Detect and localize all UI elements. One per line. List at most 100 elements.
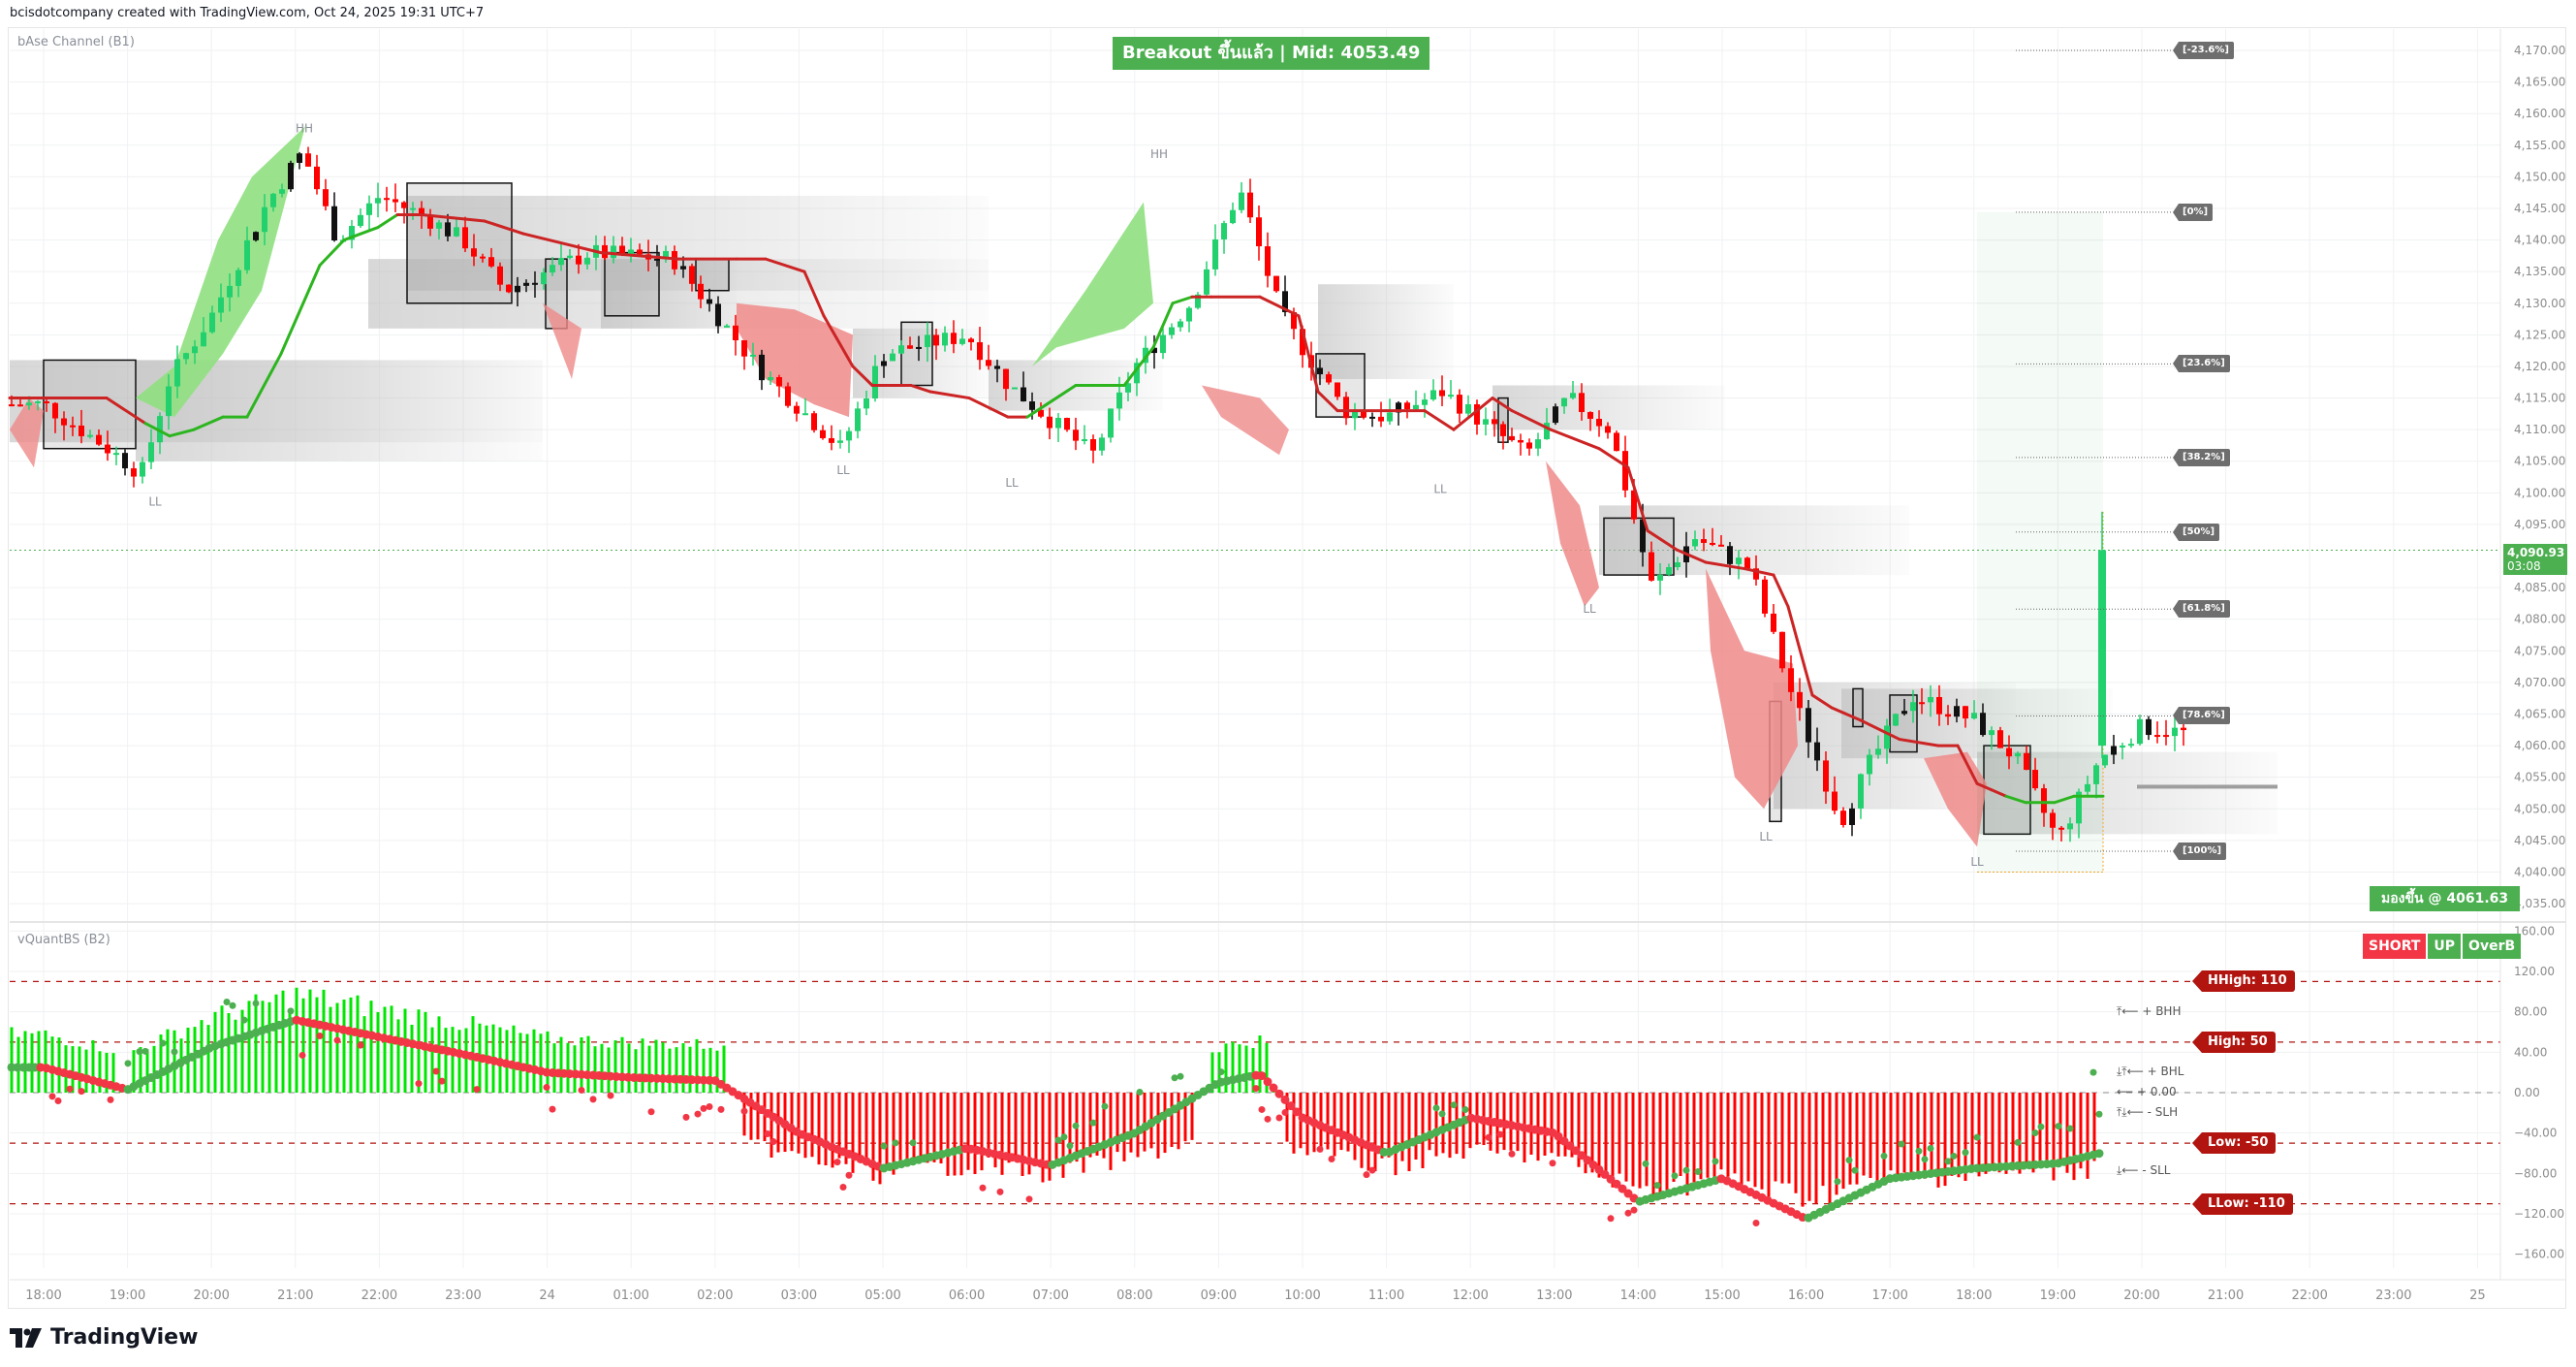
osc-tick: −160.00 [2514,1248,2564,1261]
fib-tag: [38.2%] [2173,448,2230,466]
swing-label: LL [836,463,850,477]
osc-legend-note: ⤓⤒⟵ + BHL [2117,1065,2184,1079]
time-tick: 23:00 [445,1288,481,1303]
price-tick: 4,060.00 [2514,739,2565,752]
price-tick: 4,105.00 [2514,455,2565,468]
swing-label: LL [1005,476,1019,490]
osc-level-tag: LLow: -110 [2192,1192,2293,1215]
swing-label: HH [296,122,313,136]
fib-tag: [23.6%] [2173,355,2230,373]
tradingview-logo-icon [10,1327,42,1348]
time-tick: 01:00 [613,1288,648,1303]
time-tick: 02:00 [697,1288,733,1303]
osc-level-tag: Low: -50 [2191,1132,2277,1155]
time-tick: 22:00 [361,1288,397,1303]
osc-legend-note: ⤒⟵ + BHH [2117,1003,2182,1018]
fib-tag: [-23.6%] [2173,42,2234,59]
time-tick: 21:00 [277,1288,313,1303]
time-tick: 19:00 [110,1288,145,1303]
time-tick: 19:00 [2040,1288,2076,1303]
swing-label: LL [1759,830,1773,843]
price-tick: 4,130.00 [2514,297,2565,310]
swing-label: LL [1433,482,1447,495]
fib-tag: [100%] [2172,842,2227,860]
price-tick: 4,100.00 [2514,486,2565,499]
time-tick: 09:00 [1201,1288,1237,1303]
signal-short: SHORT [2363,934,2427,959]
time-tick: 10:00 [1284,1288,1320,1303]
attribution-text: bcisdotcompany created with TradingView.… [10,6,485,20]
time-tick: 13:00 [1536,1288,1572,1303]
price-tick: 4,050.00 [2514,802,2565,815]
time-tick: 23:00 [2375,1288,2411,1303]
price-tick: 4,070.00 [2514,676,2565,689]
time-tick: 05:00 [864,1288,900,1303]
price-tick: 4,170.00 [2514,44,2565,57]
fib-tag: [0%] [2172,203,2214,221]
price-tick: 4,095.00 [2514,518,2565,531]
price-tick: 4,040.00 [2514,865,2565,878]
price-tick: 4,160.00 [2514,107,2565,120]
tradingview-logo[interactable]: TradingView [10,1325,198,1350]
price-tick: 4,120.00 [2514,360,2565,373]
price-tick: 4,035.00 [2514,897,2565,910]
last-price-label: 4,090.93 03:08 [2503,544,2567,575]
time-tick: 22:00 [2291,1288,2327,1303]
chart-frame [8,27,2566,1309]
price-tick: 4,110.00 [2514,423,2565,436]
time-tick: 12:00 [1452,1288,1488,1303]
osc-tick: 160.00 [2514,924,2555,938]
osc-legend-note: ⟵ + 0.00 [2117,1085,2177,1098]
time-tick: 18:00 [1956,1288,1992,1303]
time-tick: 20:00 [2123,1288,2159,1303]
time-tick: 08:00 [1116,1288,1152,1303]
price-tick: 4,085.00 [2514,581,2565,594]
signal-up: UP [2428,934,2462,959]
price-tick: 4,140.00 [2514,234,2565,247]
swing-label: LL [1970,855,1984,869]
main-indicator-label[interactable]: bAse Channel (B1) [17,35,135,49]
time-tick: 15:00 [1704,1288,1740,1303]
tradingview-brand: TradingView [50,1325,199,1350]
osc-level-tag: HHigh: 110 [2192,970,2295,993]
osc-tick: 120.00 [2514,965,2555,978]
candles [9,146,2186,842]
time-tick: 06:00 [949,1288,985,1303]
price-tick: 4,080.00 [2514,613,2565,626]
price-tick: 4,055.00 [2514,771,2565,784]
osc-tick: 80.00 [2514,1005,2547,1019]
price-tick: 4,150.00 [2514,170,2565,183]
lookup-badge: มองขึ้น @ 4061.63 [2370,886,2521,911]
time-tick: 03:00 [781,1288,817,1303]
osc-tick: −80.00 [2514,1166,2557,1180]
time-tick: 16:00 [1788,1288,1824,1303]
price-tick: 4,125.00 [2514,328,2565,341]
breakout-banner: Breakout ขึ้นแล้ว | Mid: 4053.49 [1113,37,1430,70]
channel-fills [10,126,2278,873]
time-tick: 25 [2469,1288,2486,1303]
osc-indicator-label[interactable]: vQuantBS (B2) [17,933,110,947]
time-tick: 18:00 [25,1288,61,1303]
swing-label: LL [1583,602,1596,616]
fib-tag: [50%] [2172,523,2220,541]
last-price-value: 4,090.93 [2507,546,2565,559]
price-tick: 4,155.00 [2514,139,2565,152]
time-tick: 14:00 [1620,1288,1656,1303]
swing-label: LL [148,494,162,508]
time-tick: 07:00 [1032,1288,1068,1303]
countdown-value: 03:08 [2507,559,2541,573]
channel-line: HH LL LL LL HH LL LL LL LL [8,122,2105,869]
time-tick: 17:00 [1871,1288,1907,1303]
time-tick: 21:00 [2208,1288,2244,1303]
price-tick: 4,135.00 [2514,265,2565,278]
fib-tag: [78.6%] [2173,707,2230,725]
osc-legend-note: ⤒⤓⟵ - SLH [2117,1104,2179,1119]
osc-tick: 0.00 [2514,1086,2540,1099]
osc-tick: −120.00 [2514,1207,2564,1221]
signal-badges: SHORT UP OverB [2363,934,2522,959]
time-tick: 24 [539,1288,555,1303]
time-tick: 20:00 [193,1288,229,1303]
price-tick: 4,065.00 [2514,707,2565,720]
swing-label: HH [1150,147,1168,161]
